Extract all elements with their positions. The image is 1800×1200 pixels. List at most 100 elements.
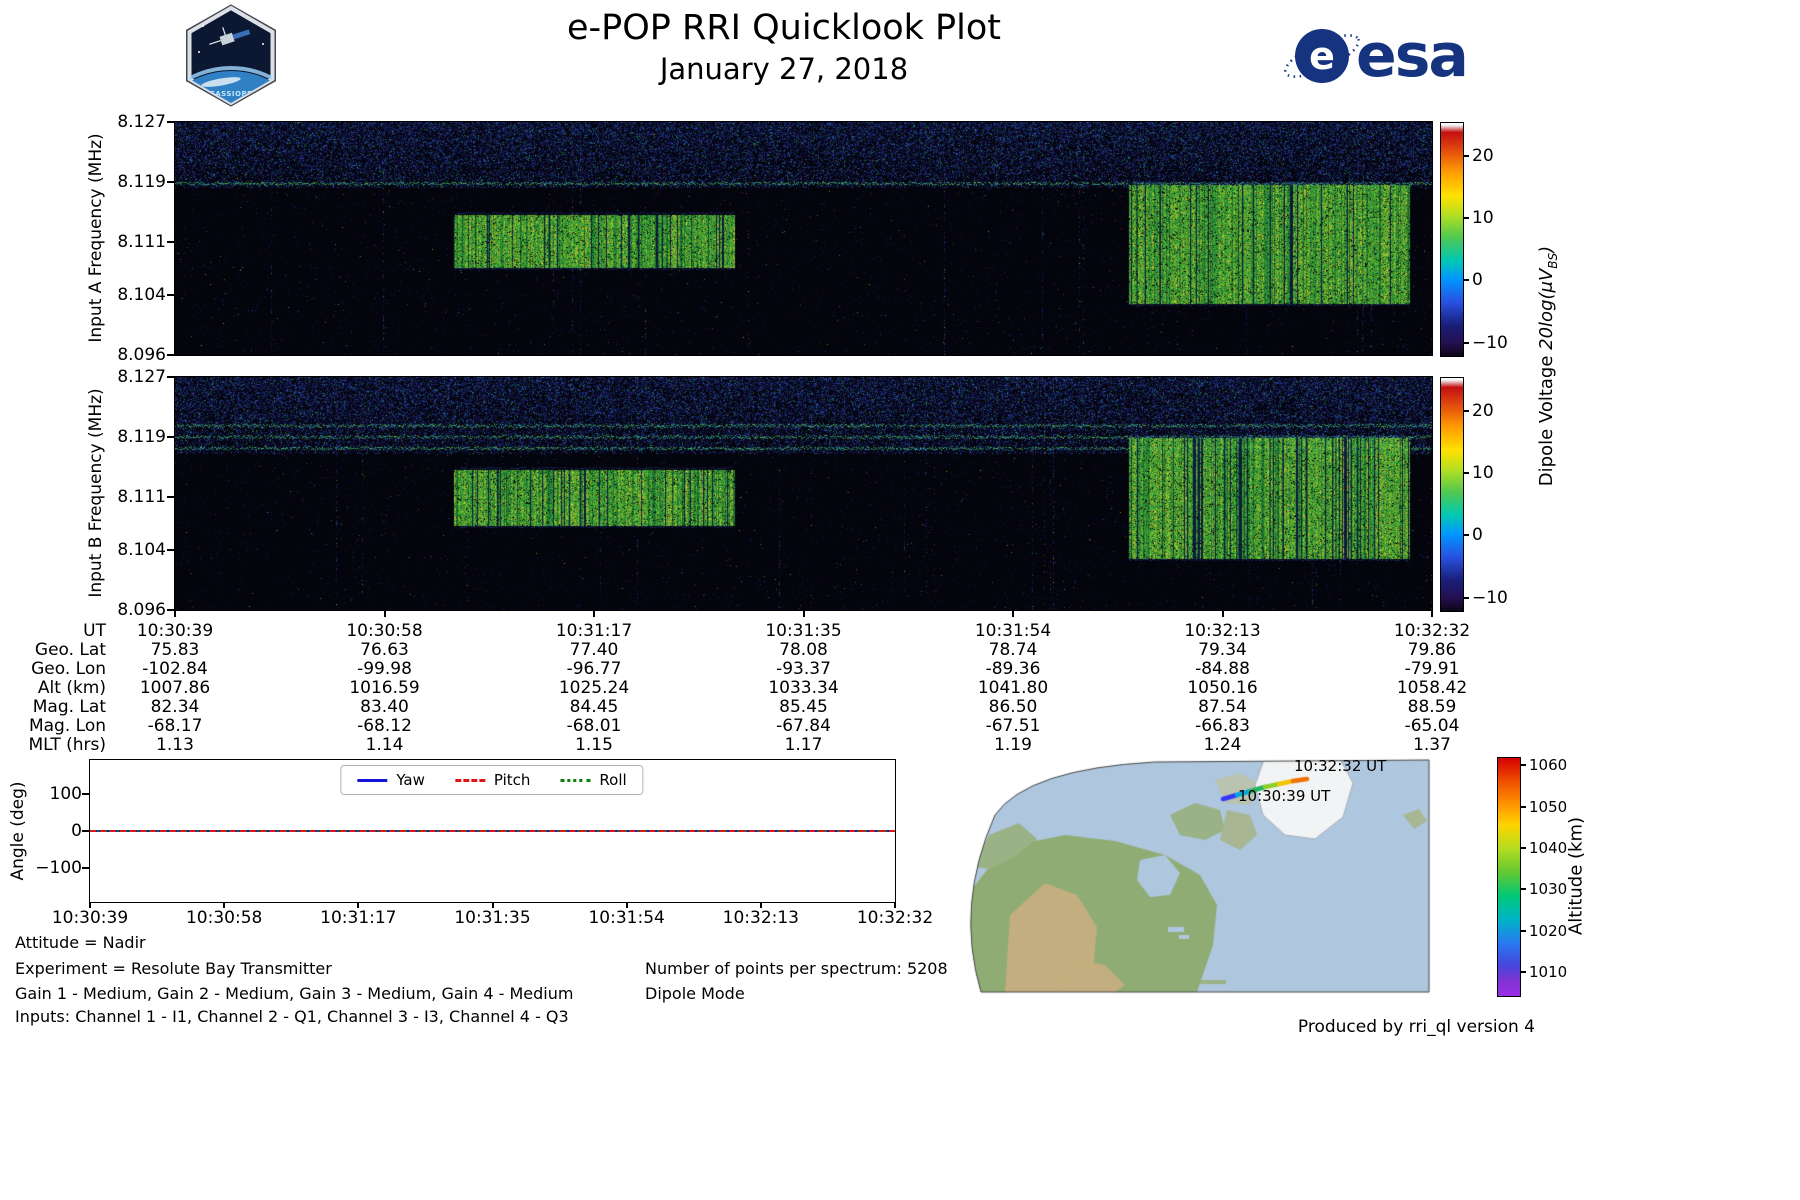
ephemeris-cell: -84.88 — [1195, 659, 1250, 679]
ephemeris-cell: 10:30:39 — [136, 621, 214, 641]
cloud — [201, 77, 241, 87]
esa-wordmark: esa — [1356, 21, 1469, 91]
ephemeris-row-label: Mag. Lat — [32, 697, 106, 717]
freq-tick-label-b: 8.111 — [117, 487, 166, 508]
dipole-a-tick-label: 10 — [1472, 208, 1494, 229]
note-inputs: Inputs: Channel 1 - I1, Channel 2 - Q1, … — [15, 1007, 569, 1026]
ephemeris-cell: 1033.34 — [768, 678, 839, 698]
dipole-b-tick-label: 10 — [1472, 463, 1494, 484]
freq-tick-label-a: 8.096 — [117, 345, 166, 365]
esa-logo: e esa — [1280, 21, 1469, 91]
angle-x-tick-label: 10:31:54 — [588, 908, 665, 928]
note-experiment: Experiment = Resolute Bay Transmitter — [15, 959, 332, 978]
ephemeris-cell: -99.98 — [357, 659, 412, 679]
dipole-a-tick-label: 0 — [1472, 270, 1483, 291]
ephemeris-cell: 1.24 — [1203, 735, 1242, 755]
angle-x-tick-mark — [491, 902, 494, 908]
ephemeris-cell: 1007.86 — [139, 678, 211, 698]
angle-x-tick-label: 10:30:58 — [185, 908, 263, 928]
dipole-a-tick-mark — [1463, 217, 1469, 220]
attitude-legend: Yaw Pitch Roll — [340, 765, 644, 795]
altitude-tick-label: 1020 — [1529, 921, 1568, 940]
dipole-b-tick-label: 20 — [1472, 401, 1494, 422]
time-tick-mark — [1012, 611, 1014, 617]
dipole-colorbar-a — [1440, 122, 1464, 357]
dipole-colorbar-label: Dipole Voltage 20log(μVBS) — [1536, 245, 1560, 487]
ephemeris-row-label: Geo. Lat — [34, 640, 106, 660]
freq-tick-mark-a — [167, 121, 174, 123]
freq-tick-mark-b — [167, 496, 174, 499]
altitude-colorbar — [1497, 757, 1521, 997]
roll-line-sample — [560, 778, 591, 782]
page-title: e-POP RRI Quicklook Plot — [566, 8, 1002, 48]
dipole-a-tick-mark — [1463, 279, 1469, 282]
angle-tick-label: 0 — [71, 821, 82, 841]
ephemeris-cell: -66.83 — [1195, 716, 1250, 736]
ephemeris-cell: 87.54 — [1198, 697, 1247, 717]
freq-tick-label-b: 8.127 — [117, 367, 166, 387]
time-tick-mark — [174, 611, 176, 617]
freq-tick-mark-b — [167, 548, 174, 551]
freq-tick-mark-b — [167, 376, 174, 378]
freq-tick-label-a: 8.111 — [117, 232, 166, 253]
cassiope-logo: CASSIOPE — [186, 4, 276, 107]
dipole-a-tick-label: −10 — [1472, 332, 1508, 353]
input-a-spectrogram — [174, 121, 1433, 356]
esa-globe-icon: e — [1284, 29, 1360, 83]
ephemeris-cell: 1041.80 — [977, 678, 1049, 698]
dipole-colorbar-b — [1440, 377, 1464, 612]
ephemeris-cell: -79.91 — [1404, 659, 1460, 679]
altitude-tick-mark — [1520, 847, 1526, 850]
altitude-tick-mark — [1520, 971, 1526, 974]
track-start-time-label: 10:30:39 UT — [1238, 787, 1331, 805]
ephemeris-cell: -67.51 — [985, 716, 1041, 736]
ephemeris-cell: 10:31:35 — [765, 621, 842, 641]
ground-track-map — [965, 755, 1432, 995]
ephemeris-cell: 10:31:54 — [974, 621, 1052, 641]
ephemeris-cell: 79.34 — [1198, 640, 1247, 660]
dipole-b-tick-mark — [1463, 534, 1469, 537]
legend-label-pitch: Pitch — [493, 771, 531, 789]
angle-x-tick-mark — [357, 902, 360, 908]
ephemeris-cell: 78.08 — [779, 640, 828, 660]
altitude-tick-mark — [1520, 764, 1526, 767]
ephemeris-cell: -65.04 — [1404, 716, 1460, 736]
ephemeris-cell: 1.19 — [994, 735, 1032, 755]
freq-tick-label-a: 8.127 — [117, 112, 166, 132]
dipole-a-tick-label: 20 — [1472, 146, 1494, 167]
cassiope-wordmark: CASSIOPE — [210, 90, 253, 98]
angle-tick-label: 100 — [49, 783, 82, 804]
freq-tick-mark-a — [167, 241, 174, 244]
freq-tick-label-b: 8.119 — [117, 427, 166, 448]
ephemeris-cell: 82.34 — [150, 697, 200, 717]
legend-item-roll: Roll — [560, 771, 627, 789]
ephemeris-cell: 1.17 — [784, 735, 823, 755]
freq-tick-mark-a — [167, 293, 174, 296]
pitch-line — [90, 830, 895, 832]
ephemeris-cell: 1.15 — [575, 735, 613, 755]
angle-x-tick-mark — [759, 902, 762, 908]
ephemeris-cell: -67.84 — [776, 716, 831, 736]
altitude-tick-label: 1010 — [1529, 963, 1568, 982]
freq-tick-mark-a — [167, 354, 174, 356]
ephemeris-row-label: UT — [83, 621, 106, 641]
note-points: Number of points per spectrum: 5208 — [645, 959, 948, 978]
angle-x-tick-mark — [625, 902, 628, 908]
altitude-tick-mark — [1520, 888, 1526, 891]
angle-x-tick-label: 10:31:35 — [454, 908, 531, 928]
track-end-time-label: 10:32:32 UT — [1294, 757, 1387, 775]
legend-label-yaw: Yaw — [396, 771, 425, 789]
legend-item-pitch: Pitch — [454, 771, 531, 789]
ephemeris-cell: 1.13 — [156, 735, 194, 755]
ephemeris-cell: 1050.16 — [1187, 678, 1258, 698]
freq-tick-label-a: 8.104 — [117, 284, 166, 305]
altitude-tick-label: 1040 — [1529, 839, 1568, 858]
freq-tick-label-a: 8.119 — [117, 172, 166, 193]
ephemeris-cell: 77.40 — [569, 640, 619, 660]
ephemeris-cell: 1025.24 — [558, 678, 630, 698]
ephemeris-row-label: Geo. Lon — [31, 659, 106, 679]
ephemeris-cell: -102.84 — [142, 659, 208, 679]
freq-tick-mark-b — [167, 436, 174, 439]
time-tick-mark — [1431, 611, 1433, 617]
